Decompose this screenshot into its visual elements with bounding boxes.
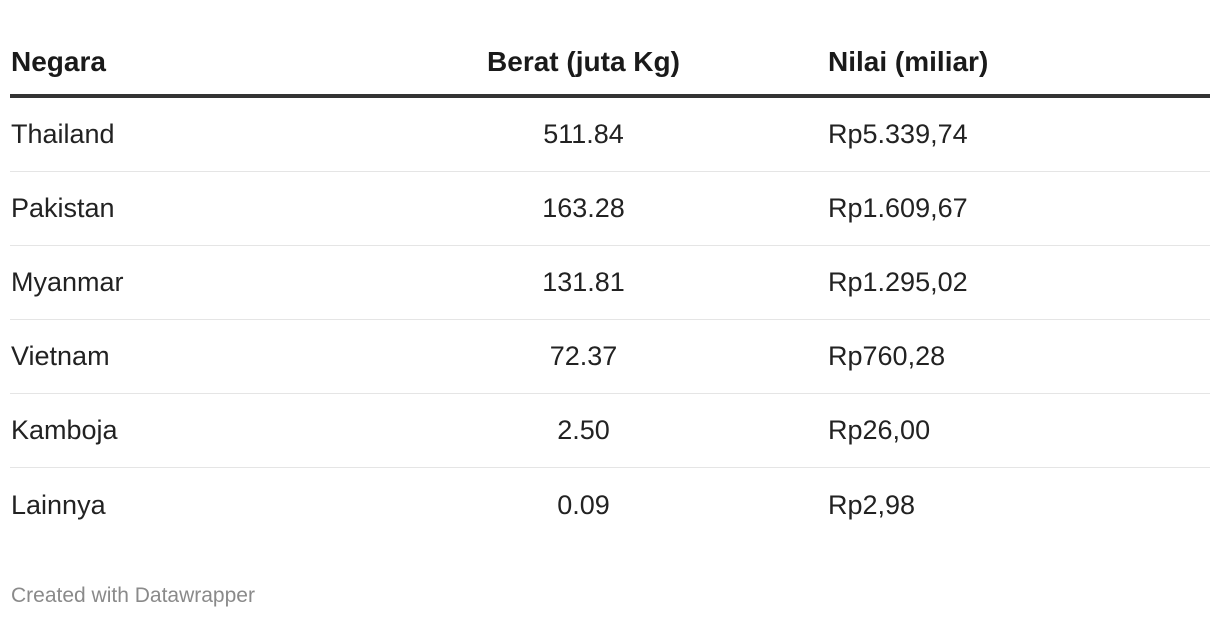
cell-weight: 131.81	[542, 267, 625, 297]
cell-country: Pakistan	[11, 193, 115, 223]
cell-value: Rp26,00	[828, 415, 931, 445]
table-row: Kamboja 2.50 Rp26,00	[10, 394, 1210, 468]
table-header-row: Negara Berat (juta Kg) Nilai (miliar)	[10, 28, 1210, 98]
table-row: Thailand 511.84 Rp5.339,74	[10, 98, 1210, 172]
table-row: Pakistan 163.28 Rp1.609,67	[10, 172, 1210, 246]
cell-weight: 511.84	[543, 119, 624, 149]
cell-value: Rp2,98	[828, 489, 916, 520]
cell-country: Thailand	[11, 119, 115, 149]
cell-country: Vietnam	[11, 341, 110, 371]
cell-weight: 2.50	[557, 415, 610, 445]
table-row: Myanmar 131.81 Rp1.295,02	[10, 246, 1210, 320]
cell-country: Lainnya	[11, 489, 106, 520]
cell-value: Rp1.295,02	[828, 267, 968, 297]
cell-country: Kamboja	[11, 415, 118, 445]
table-row: Lainnya 0.09 Rp2,98	[10, 468, 1210, 542]
column-header-country: Negara	[11, 46, 106, 77]
cell-weight: 72.37	[549, 341, 618, 371]
cell-weight: 0.09	[557, 489, 610, 520]
data-table: Negara Berat (juta Kg) Nilai (miliar) Th…	[10, 28, 1210, 542]
column-header-weight: Berat (juta Kg)	[487, 46, 680, 77]
datawrapper-credit: Created with Datawrapper	[11, 584, 255, 607]
cell-weight: 163.28	[542, 193, 625, 223]
cell-value: Rp5.339,74	[828, 119, 968, 149]
table-row: Vietnam 72.37 Rp760,28	[10, 320, 1210, 394]
cell-value: Rp1.609,67	[828, 193, 968, 223]
cell-country: Myanmar	[11, 267, 124, 297]
cell-value: Rp760,28	[828, 341, 946, 371]
column-header-value: Nilai (miliar)	[828, 46, 989, 77]
